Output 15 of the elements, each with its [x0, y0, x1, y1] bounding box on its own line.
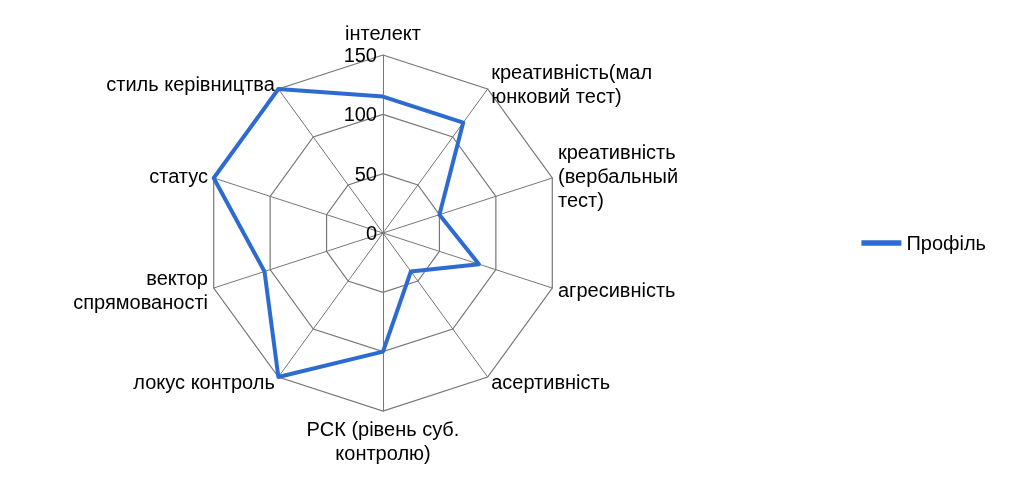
y-tick-label: 0: [365, 222, 377, 244]
spoke-label: інтелект: [345, 22, 421, 45]
legend-label: Профіль: [906, 232, 986, 254]
spoke-label: стиль керівництва: [106, 73, 276, 96]
spoke-label: асертивність: [491, 370, 611, 393]
spoke-label: локус контроль: [133, 370, 275, 393]
spoke-label: агресивність: [557, 278, 676, 301]
spoke-label: РСК (рівень суб. контролю): [306, 418, 460, 464]
spoke-label: вектор спрямованості: [73, 266, 209, 313]
spoke-label: статус: [149, 165, 209, 188]
spoke-label: креативність (вербальный тест): [557, 141, 679, 212]
spoke-label: креативність(мал юнковий тест): [491, 61, 653, 108]
y-tick-label: 50: [354, 162, 377, 185]
y-tick-label: 150: [343, 44, 377, 66]
y-tick-label: 100: [343, 103, 377, 126]
